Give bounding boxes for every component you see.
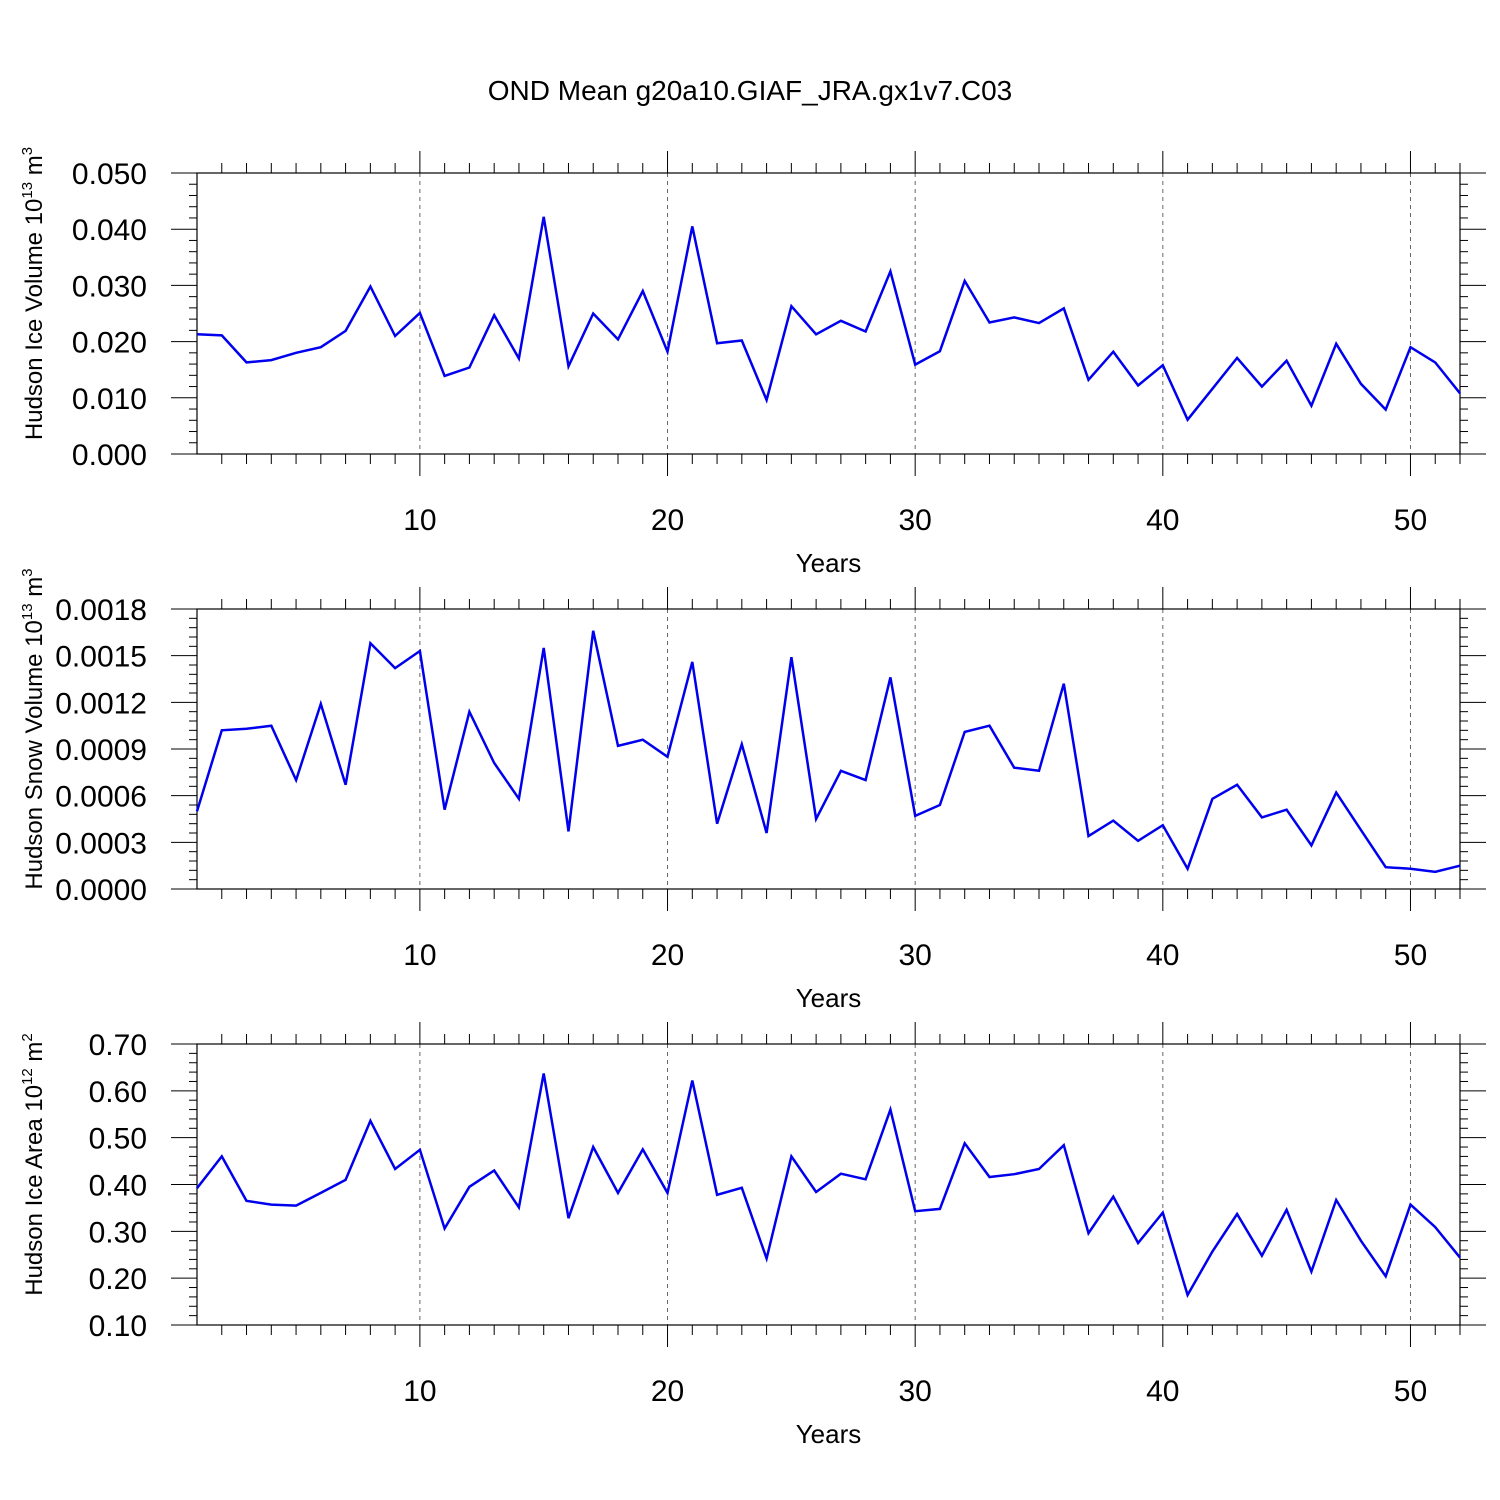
x-tick-label: 50 bbox=[1394, 1375, 1427, 1408]
x-tick-label: 40 bbox=[1146, 939, 1179, 972]
y-tick-label: 0.0006 bbox=[55, 781, 147, 814]
y-tick-label: 0.010 bbox=[72, 383, 147, 416]
y-tick-label: 0.0009 bbox=[55, 734, 147, 767]
y-tick-label: 0.40 bbox=[89, 1170, 147, 1203]
y-tick-label: 0.0003 bbox=[55, 827, 147, 860]
x-axis-label: Years bbox=[796, 548, 862, 578]
y-tick-label: 0.10 bbox=[89, 1310, 147, 1343]
series-line bbox=[195, 630, 1461, 874]
y-tick-label: 0.30 bbox=[89, 1216, 147, 1249]
series-line bbox=[196, 1073, 1461, 1299]
x-tick-label: 10 bbox=[403, 504, 436, 537]
x-tick-label: 30 bbox=[898, 504, 931, 537]
panel-snow-volume: 10 20 30 40 50 0.0000 0.0003 0.0006 0.0009 0.0012… bbox=[19, 568, 1486, 1013]
x-tick-label: 50 bbox=[1394, 504, 1427, 537]
y-tick-label: 0.020 bbox=[72, 327, 147, 360]
x-tick-label: 20 bbox=[651, 1375, 684, 1408]
y-tick-label: 0.040 bbox=[72, 214, 147, 247]
x-tick-label: 50 bbox=[1394, 939, 1427, 972]
y-tick-label: 0.0012 bbox=[55, 687, 147, 720]
y-tick-label: 0.0015 bbox=[55, 641, 147, 674]
plot-frame bbox=[196, 608, 1461, 890]
y-tick-label: 0.60 bbox=[89, 1076, 147, 1109]
x-tick-label: 20 bbox=[651, 939, 684, 972]
x-tick-label: 40 bbox=[1146, 504, 1179, 537]
y-axis-label: Hudson Snow Volume 1013 m3 bbox=[19, 568, 48, 889]
y-tick-label: 0.70 bbox=[89, 1029, 147, 1062]
plot-frame bbox=[196, 172, 1461, 455]
y-axis-label: Hudson Ice Area 1012 m2 bbox=[19, 1033, 48, 1296]
chart-title: OND Mean g20a10.GIAF_JRA.gx1v7.C03 bbox=[488, 75, 1012, 106]
x-tick-label: 10 bbox=[403, 939, 436, 972]
y-tick-label: 0.50 bbox=[89, 1123, 147, 1156]
x-tick-label: 30 bbox=[898, 939, 931, 972]
y-tick-label: 0.20 bbox=[89, 1263, 147, 1296]
panel-ice-area: 10 20 30 40 50 0.10 0.20 0.30 0.40 0.50 0.60 0.70 Ye… bbox=[19, 1022, 1486, 1449]
plot-frame bbox=[196, 1043, 1461, 1326]
series-line bbox=[196, 216, 1461, 423]
x-tick-label: 40 bbox=[1146, 1375, 1179, 1408]
y-tick-label: 0.050 bbox=[72, 158, 147, 191]
y-tick-label: 0.0000 bbox=[55, 874, 147, 907]
x-tick-label: 10 bbox=[403, 1375, 436, 1408]
y-axis-label: Hudson Ice Volume 1013 m3 bbox=[19, 147, 48, 440]
x-axis-label: Years bbox=[796, 1419, 862, 1449]
x-axis-label: Years bbox=[796, 983, 862, 1013]
x-tick-label: 30 bbox=[898, 1375, 931, 1408]
y-tick-label: 0.030 bbox=[72, 270, 147, 303]
y-tick-label: 0.000 bbox=[72, 439, 147, 472]
x-tick-label: 20 bbox=[651, 504, 684, 537]
panel-ice-volume: 10 20 30 40 50 0.000 0.010 0.020 0.030 0.040 0.050… bbox=[19, 147, 1486, 578]
y-tick-label: 0.0018 bbox=[55, 594, 147, 627]
